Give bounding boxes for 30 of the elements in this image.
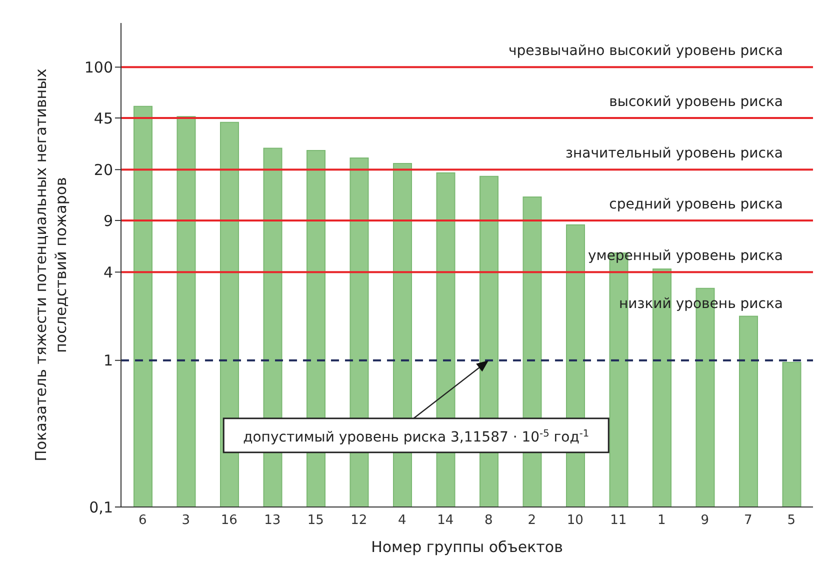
x-tick-label: 16: [220, 513, 238, 528]
y-tick-label: 45: [94, 109, 113, 128]
y-tick-label: 1: [103, 352, 113, 370]
x-tick-label: 5: [787, 513, 796, 528]
y-tick-label: 4: [103, 263, 113, 282]
x-tick-label: 8: [484, 513, 493, 528]
x-tick-label: 15: [307, 513, 324, 528]
x-tick-label: 10: [566, 513, 584, 528]
x-tick-label: 13: [264, 513, 281, 528]
ref-line-label: чрезвычайно высокий уровень риска: [508, 43, 783, 60]
x-tick-label: 11: [610, 513, 627, 528]
x-tick-label: 12: [350, 513, 368, 528]
ref-line-label: значительный уровень риска: [566, 146, 783, 162]
x-tick-label: 14: [437, 513, 454, 528]
y-tick-label: 9: [103, 212, 113, 230]
x-axis-title: Номер группы объектов: [371, 538, 563, 556]
ref-line-label: средний уровень риска: [609, 196, 783, 212]
y-tick-label: 0,1: [89, 498, 113, 516]
x-tick-label: 1: [657, 513, 666, 528]
x-tick-label: 7: [744, 513, 752, 528]
x-tick-label: 6: [138, 513, 147, 528]
x-tick-label: 4: [398, 513, 406, 528]
y-tick-label: 20: [94, 160, 113, 179]
x-tick-label: 2: [528, 513, 536, 528]
x-tick-label: 9: [700, 513, 710, 528]
ref-line-label: высокий уровень риска: [609, 94, 783, 110]
y-tick-label: 100: [84, 58, 113, 76]
annotation: допустимый уровень риска 3,11587 · 10$^{-5}$ год$^{-1}$: [243, 428, 590, 446]
x-tick-label: 3: [182, 513, 190, 528]
y-axis-title: Показатель тяжести потенциальных негативных последствий пожаров: [32, 68, 70, 462]
